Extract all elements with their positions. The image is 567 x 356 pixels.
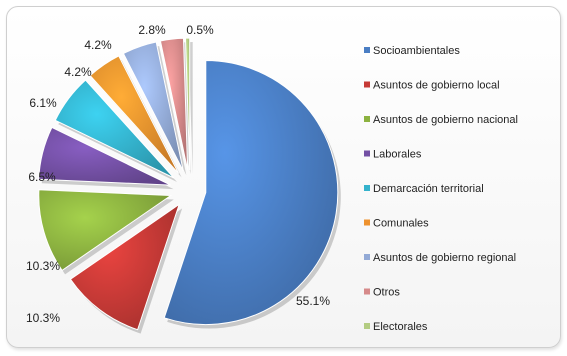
slice-label: 55.1% <box>296 294 330 308</box>
slice-label: 6.1% <box>29 96 57 110</box>
legend-label: Asuntos de gobierno local <box>373 80 500 92</box>
legend-label: Comunales <box>373 218 429 230</box>
legend-swatch <box>364 185 370 191</box>
pie-slice <box>163 60 339 325</box>
slice-label: 10.3% <box>26 311 60 325</box>
legend-swatch <box>364 116 370 122</box>
legend-swatch <box>364 288 370 295</box>
pie-slice <box>38 189 173 272</box>
pie-slice <box>159 37 189 171</box>
legend-label: Asuntos de gobierno regional <box>373 252 516 264</box>
pie-slices <box>38 37 341 334</box>
legend-swatch <box>364 219 370 226</box>
legend: Socioambientales Asuntos de gobierno loca… <box>364 45 518 333</box>
slice-label: 4.2% <box>64 65 92 79</box>
legend-label: Electorales <box>373 321 428 333</box>
slice-labels: 55.1% 10.3% 10.3% 6.5% 6.1% 4.2% 4.2% 2.8% 0.5% <box>26 23 330 325</box>
legend-swatch <box>364 254 370 260</box>
legend-label: Demarcación territorial <box>373 183 484 195</box>
legend-label: Socioambientales <box>373 45 460 57</box>
pie-slice <box>89 55 180 174</box>
legend-label: Asuntos de gobierno nacional <box>373 114 518 126</box>
legend-swatch <box>364 323 370 329</box>
slice-label: 10.3% <box>26 259 60 273</box>
pie-slice <box>38 126 171 186</box>
legend-swatch <box>364 47 370 53</box>
slice-label: 2.8% <box>138 23 166 37</box>
pie-slice <box>122 41 184 172</box>
slice-label: 0.5% <box>186 23 214 37</box>
pie-slice <box>185 37 191 171</box>
legend-swatch <box>364 150 370 157</box>
pie-slice <box>69 203 181 331</box>
slice-label: 6.5% <box>28 170 56 184</box>
legend-swatch <box>364 81 370 88</box>
pie-slice <box>54 79 175 179</box>
legend-label: Otros <box>373 287 400 299</box>
slice-label: 4.2% <box>84 38 112 52</box>
legend-label: Laborales <box>373 149 422 161</box>
